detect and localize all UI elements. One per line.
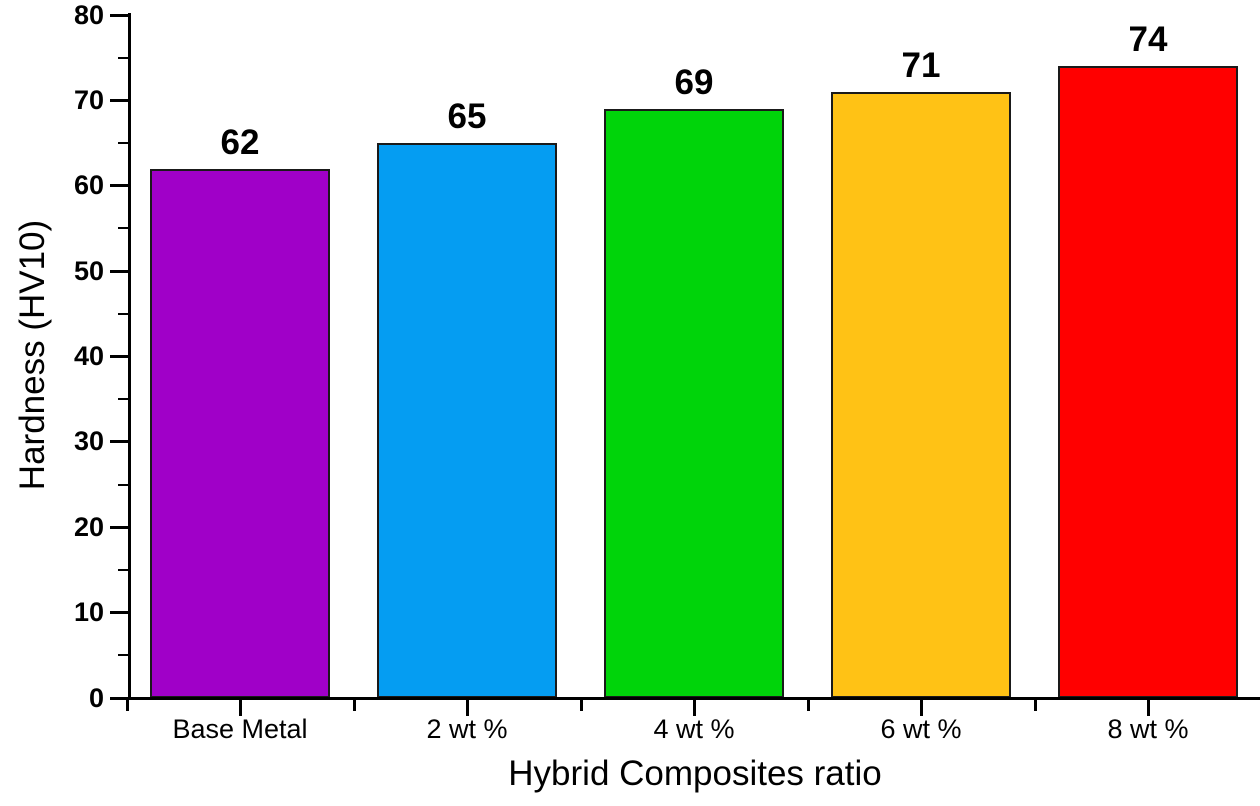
x-minor-tick — [125, 700, 129, 711]
x-category-label: Base Metal — [172, 714, 308, 744]
x-category-label: 8 wt % — [1107, 714, 1189, 744]
y-minor-tick — [118, 312, 128, 315]
y-tick-label: 10 — [73, 597, 104, 628]
x-major-tick — [466, 700, 469, 716]
x-category-label: 2 wt % — [426, 714, 508, 744]
x-minor-tick — [579, 700, 583, 711]
y-minor-tick — [118, 56, 128, 59]
y-major-tick — [110, 13, 128, 17]
bar-value-label: 74 — [1128, 20, 1168, 60]
y-tick-label: 0 — [88, 682, 104, 713]
y-major-tick — [110, 269, 128, 273]
bar-base-metal — [150, 168, 330, 698]
y-tick-label: 70 — [73, 84, 104, 115]
x-category-label: 6 wt % — [880, 714, 962, 744]
x-axis-title: Hybrid Composites ratio — [508, 754, 882, 793]
y-minor-tick — [118, 227, 128, 230]
y-major-tick — [110, 184, 128, 188]
x-category-label: 4 wt % — [653, 714, 735, 744]
y-minor-tick — [118, 398, 128, 401]
y-minor-tick — [118, 568, 128, 571]
y-major-tick — [110, 355, 128, 358]
bar-6-wt- — [831, 91, 1011, 698]
y-tick-label: 60 — [73, 170, 104, 201]
y-major-tick — [110, 611, 128, 615]
bar-value-label: 69 — [674, 62, 714, 102]
y-minor-tick — [118, 483, 128, 486]
y-tick-label: 40 — [73, 341, 104, 371]
y-minor-tick — [118, 142, 128, 145]
y-major-tick — [110, 525, 128, 529]
y-axis-line — [128, 13, 131, 700]
bar-8-wt- — [1058, 66, 1238, 698]
bar-value-label: 62 — [220, 122, 260, 162]
y-tick-label: 80 — [73, 0, 104, 30]
y-major-tick — [110, 696, 128, 700]
y-tick-label: 30 — [73, 426, 104, 457]
x-minor-tick — [806, 700, 810, 711]
y-major-tick — [110, 98, 128, 102]
x-major-tick — [920, 700, 923, 716]
x-axis-line — [128, 697, 1260, 700]
x-minor-tick — [352, 700, 356, 711]
y-tick-label: 50 — [73, 255, 104, 286]
y-major-tick — [110, 440, 128, 444]
bar-value-label: 71 — [901, 45, 941, 85]
y-minor-tick — [118, 654, 128, 657]
bar-2-wt- — [377, 143, 557, 698]
x-minor-tick — [1033, 700, 1037, 711]
x-major-tick — [693, 700, 696, 716]
x-major-tick — [239, 700, 242, 716]
bar-value-label: 65 — [447, 97, 487, 137]
x-major-tick — [1147, 700, 1150, 716]
bar-4-wt- — [604, 108, 784, 698]
y-tick-label: 20 — [73, 511, 104, 542]
